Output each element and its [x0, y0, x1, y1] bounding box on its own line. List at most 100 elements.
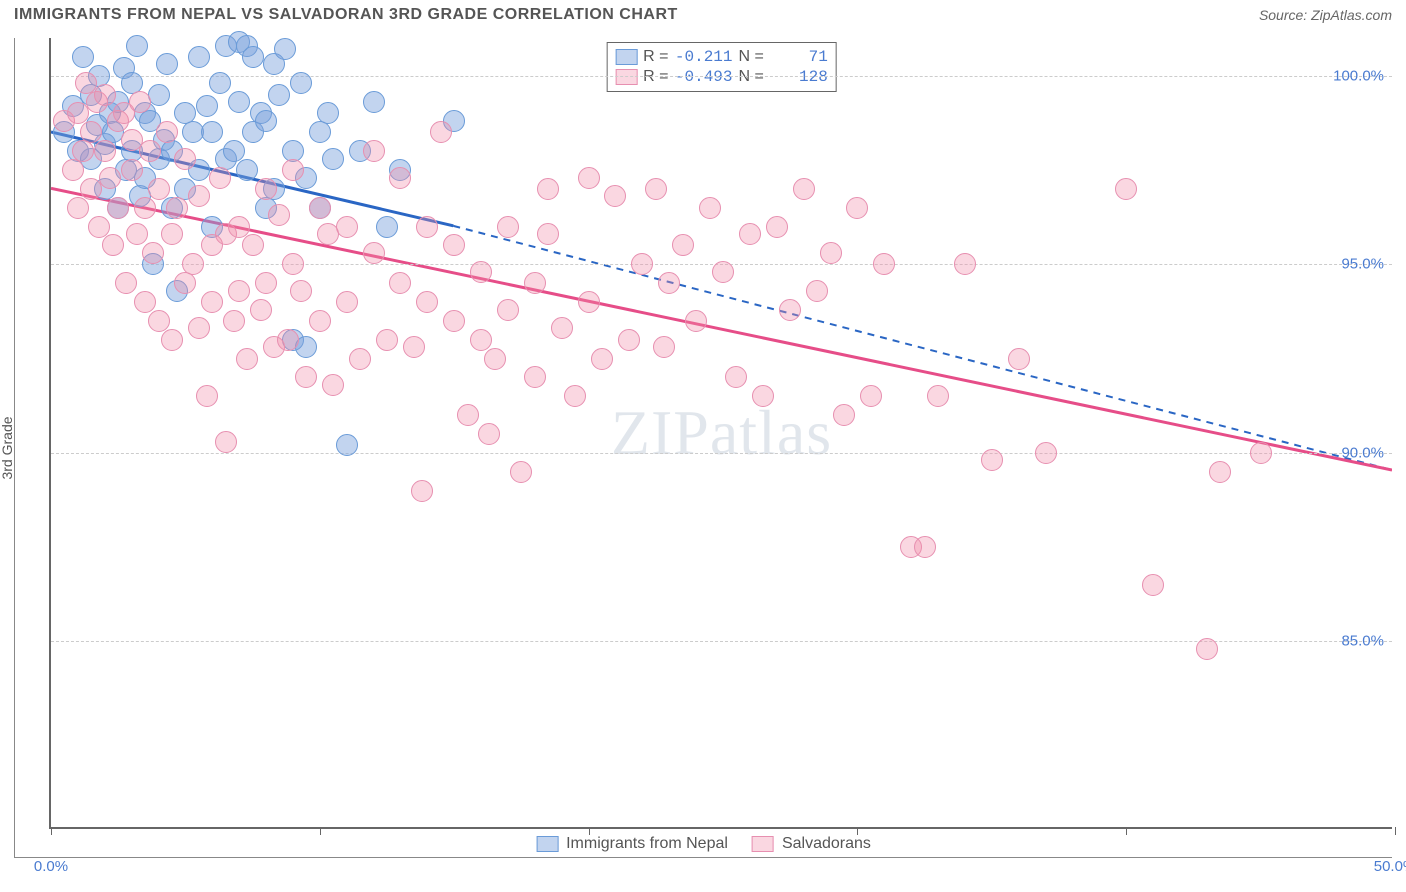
legend-swatch	[615, 49, 637, 65]
legend-r-value: -0.211	[675, 48, 733, 66]
data-point	[430, 121, 452, 143]
data-point	[833, 404, 855, 426]
data-point	[712, 261, 734, 283]
x-tick	[589, 827, 590, 835]
data-point	[148, 84, 170, 106]
data-point	[94, 140, 116, 162]
data-point	[376, 216, 398, 238]
data-point	[1035, 442, 1057, 464]
data-point	[223, 310, 245, 332]
data-point	[524, 272, 546, 294]
data-point	[282, 159, 304, 181]
data-point	[349, 348, 371, 370]
source-label: Source: ZipAtlas.com	[1259, 7, 1392, 23]
data-point	[161, 223, 183, 245]
data-point	[99, 167, 121, 189]
data-point	[672, 234, 694, 256]
data-point	[779, 299, 801, 321]
legend-swatch	[615, 69, 637, 85]
y-axis-label: 3rd Grade	[0, 416, 15, 479]
data-point	[268, 84, 290, 106]
data-point	[497, 216, 519, 238]
data-point	[250, 299, 272, 321]
x-tick	[1395, 827, 1396, 835]
data-point	[820, 242, 842, 264]
data-point	[658, 272, 680, 294]
data-point	[631, 253, 653, 275]
data-point	[295, 336, 317, 358]
data-point	[223, 140, 245, 162]
data-point	[484, 348, 506, 370]
data-point	[416, 291, 438, 313]
data-point	[336, 291, 358, 313]
data-point	[174, 148, 196, 170]
legend-n-value: 128	[770, 68, 828, 86]
data-point	[242, 46, 264, 68]
data-point	[309, 121, 331, 143]
legend-r-value: -0.493	[675, 68, 733, 86]
data-point	[860, 385, 882, 407]
data-point	[236, 159, 258, 181]
data-point	[209, 167, 231, 189]
data-point	[873, 253, 895, 275]
data-point	[255, 110, 277, 132]
series-legend: Immigrants from NepalSalvadorans	[536, 835, 871, 853]
legend-label: Immigrants from Nepal	[566, 835, 728, 853]
data-point	[363, 242, 385, 264]
x-tick	[51, 827, 52, 835]
data-point	[201, 291, 223, 313]
y-tick-label: 100.0%	[1333, 67, 1384, 84]
gridline	[51, 641, 1392, 642]
data-point	[188, 317, 210, 339]
data-point	[115, 272, 137, 294]
data-point	[457, 404, 479, 426]
data-point	[497, 299, 519, 321]
data-point	[196, 385, 218, 407]
data-point	[102, 234, 124, 256]
data-point	[322, 148, 344, 170]
data-point	[1142, 574, 1164, 596]
data-point	[88, 216, 110, 238]
data-point	[317, 102, 339, 124]
data-point	[389, 167, 411, 189]
watermark: ZIPatlas	[611, 396, 832, 470]
data-point	[645, 178, 667, 200]
data-point	[470, 329, 492, 351]
data-point	[174, 272, 196, 294]
data-point	[416, 216, 438, 238]
data-point	[236, 348, 258, 370]
data-point	[551, 317, 573, 339]
y-tick-label: 85.0%	[1341, 633, 1384, 650]
data-point	[80, 121, 102, 143]
data-point	[363, 140, 385, 162]
data-point	[336, 216, 358, 238]
data-point	[126, 223, 148, 245]
data-point	[142, 242, 164, 264]
data-point	[290, 280, 312, 302]
data-point	[67, 197, 89, 219]
data-point	[846, 197, 868, 219]
data-point	[1209, 461, 1231, 483]
data-point	[806, 280, 828, 302]
data-point	[166, 197, 188, 219]
data-point	[363, 91, 385, 113]
y-tick-label: 90.0%	[1341, 444, 1384, 461]
data-point	[618, 329, 640, 351]
data-point	[981, 449, 1003, 471]
x-tick	[857, 827, 858, 835]
legend-item: Immigrants from Nepal	[536, 835, 728, 853]
data-point	[1115, 178, 1137, 200]
legend-swatch	[536, 836, 558, 852]
data-point	[510, 461, 532, 483]
data-point	[653, 336, 675, 358]
data-point	[766, 216, 788, 238]
data-point	[188, 46, 210, 68]
data-point	[228, 280, 250, 302]
data-point	[699, 197, 721, 219]
x-tick	[1126, 827, 1127, 835]
data-point	[685, 310, 707, 332]
trend-line	[51, 188, 1392, 470]
data-point	[389, 272, 411, 294]
data-point	[282, 253, 304, 275]
data-point	[537, 178, 559, 200]
